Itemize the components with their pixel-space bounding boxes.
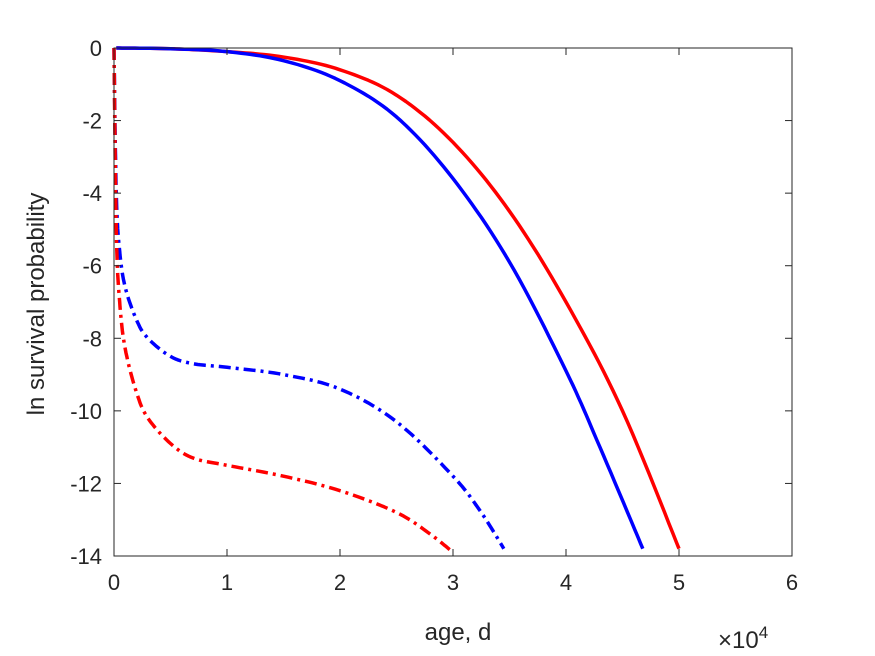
y-tick-label: -4 — [82, 181, 102, 206]
x-multiplier-label: ×104 — [718, 623, 768, 654]
x-multiplier-base: ×10 — [718, 627, 759, 654]
x-tick-label: 4 — [560, 570, 572, 595]
y-tick-label: 0 — [90, 36, 102, 61]
x-tick-label: 1 — [221, 570, 233, 595]
x-tick-label: 6 — [786, 570, 798, 595]
x-tick-label: 5 — [673, 570, 685, 595]
y-tick-label: -8 — [82, 326, 102, 351]
x-tick-label: 2 — [334, 570, 346, 595]
y-tick-label: -14 — [70, 544, 102, 569]
series-line-2-solid — [116, 46, 645, 550]
y-axis-label: ln survival probability — [23, 193, 50, 416]
tick-layer: 0 1 2 3 4 5 6 0 -2 -4 -6 -8 -10 -12 -14 — [70, 36, 798, 595]
x-tick-label: 0 — [108, 570, 120, 595]
series-line-3-dashdot — [112, 47, 506, 550]
y-tick-label: -2 — [82, 109, 102, 134]
series-layer — [112, 46, 681, 554]
y-tick-label: -12 — [70, 471, 102, 496]
y-tick-label: -6 — [82, 254, 102, 279]
x-axis-label: age, d — [425, 619, 492, 646]
x-tick-label: 3 — [447, 570, 459, 595]
y-tick-label: -10 — [70, 399, 102, 424]
x-multiplier-exponent: 4 — [759, 623, 768, 642]
